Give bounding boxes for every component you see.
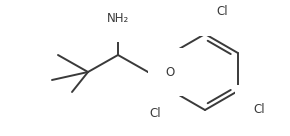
Text: Cl: Cl (216, 5, 228, 18)
Text: NH₂: NH₂ (107, 12, 129, 24)
Text: O: O (165, 66, 175, 78)
Text: Cl: Cl (149, 107, 161, 120)
Text: Cl: Cl (253, 103, 264, 116)
